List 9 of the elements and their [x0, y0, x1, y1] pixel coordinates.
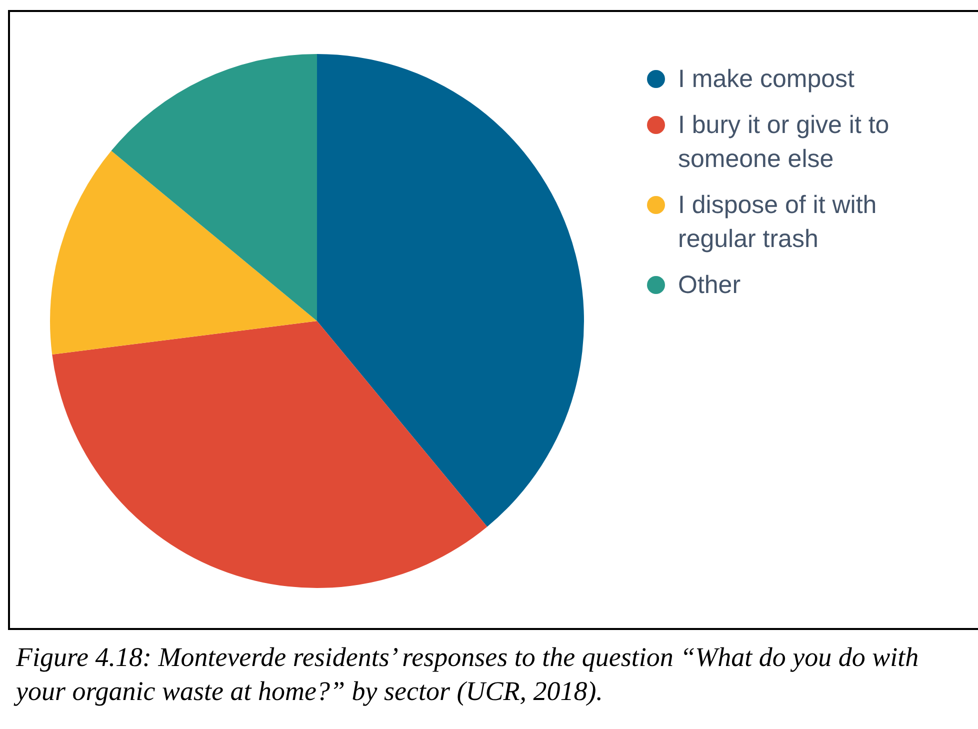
pie-slice — [50, 150, 317, 354]
pie-slice — [52, 321, 488, 588]
legend-label: I dispose of it with regular trash — [678, 190, 878, 255]
legend-label: I make compost — [678, 64, 854, 95]
pie-slice — [111, 54, 317, 321]
legend-label: Other — [678, 270, 741, 301]
caption: Figure 4.18: Monteverde residents’ responses to the question “What do you do with your organic waste at home?” by sector (UCR, 2018). — [16, 641, 920, 708]
pie-slice — [317, 54, 584, 527]
legend-label: I bury it or give it to someone else — [678, 110, 890, 175]
